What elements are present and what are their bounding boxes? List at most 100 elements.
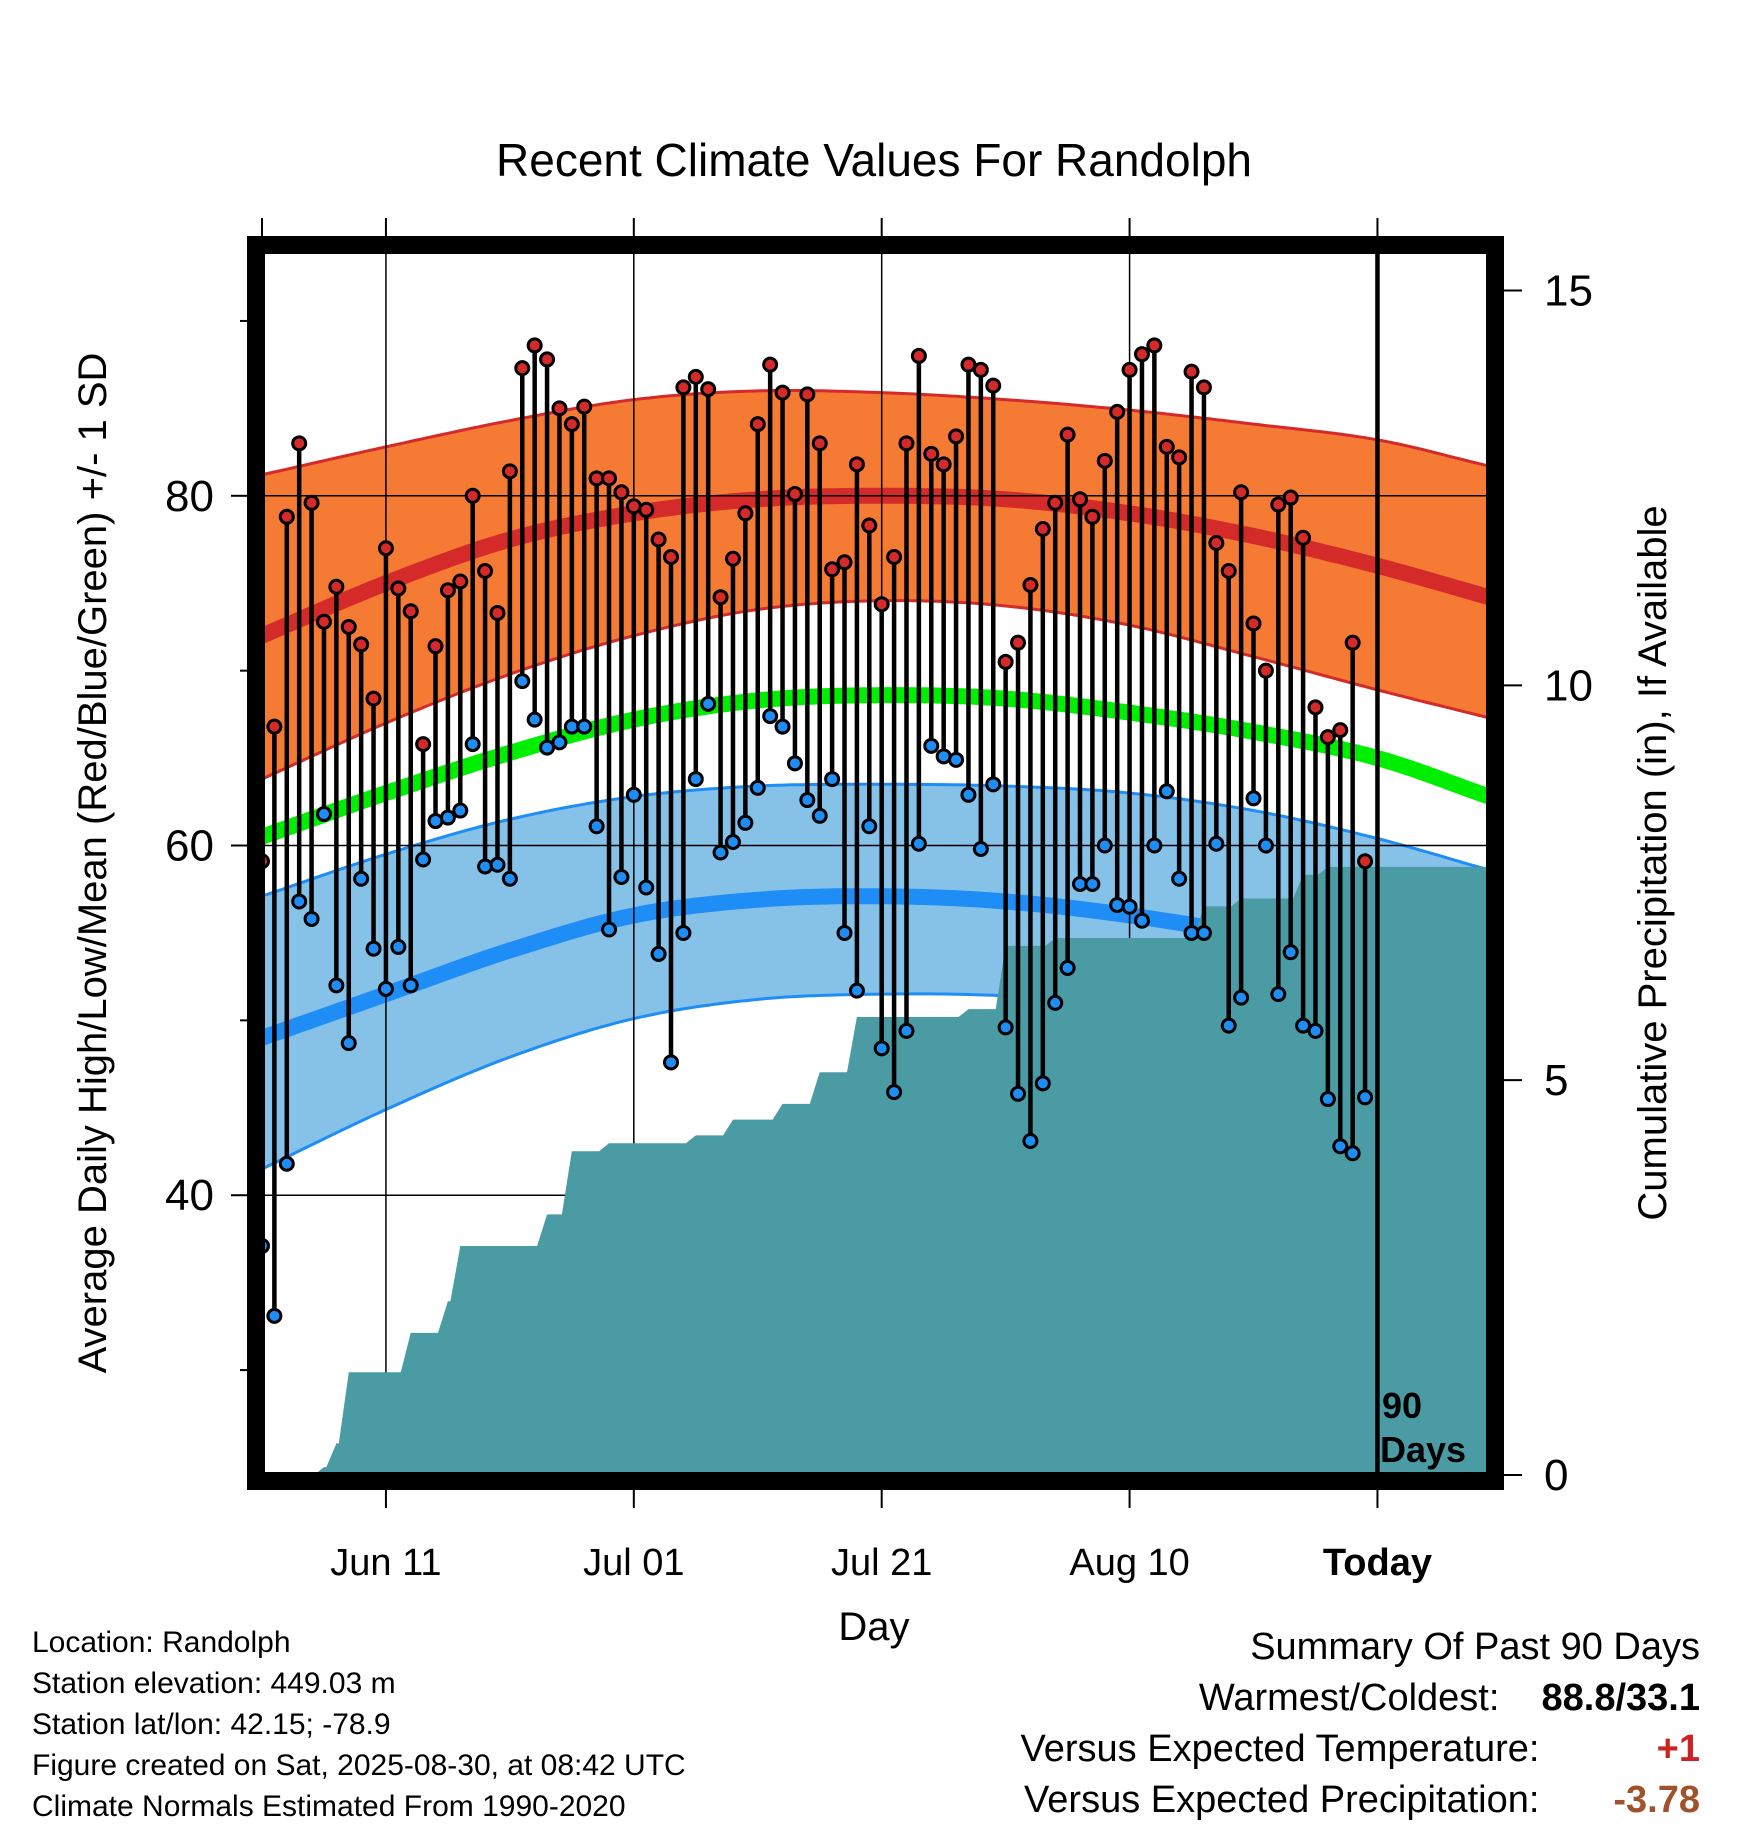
daily-low-point	[1208, 835, 1225, 852]
daily-low-point	[663, 1054, 679, 1071]
daily-low-point	[1059, 959, 1076, 976]
daily-high-point	[1295, 529, 1312, 546]
normals-text: Climate Normals Estimated From 1990-2020	[32, 1790, 626, 1823]
daily-low-point	[452, 802, 469, 819]
daily-high-point	[1010, 634, 1027, 651]
daily-low-point	[1010, 1085, 1027, 1102]
daily-high-point	[303, 494, 320, 511]
daily-low-point	[1344, 1145, 1361, 1162]
daily-high-point	[923, 445, 940, 462]
daily-high-point	[948, 428, 965, 445]
daily-high-point	[1220, 562, 1237, 579]
daily-low-point	[477, 858, 494, 875]
daily-low-point	[749, 779, 766, 796]
daily-high-point	[1195, 379, 1212, 396]
daily-high-point	[1096, 452, 1113, 469]
daily-high-point	[551, 400, 568, 417]
daily-high-point	[848, 456, 865, 473]
daily-low-point	[278, 1155, 295, 1172]
latlon-text: Station lat/lon: 42.15; -78.9	[32, 1708, 391, 1741]
daily-low-point	[377, 980, 394, 997]
daily-low-point	[291, 893, 308, 910]
daily-high-point	[601, 470, 618, 487]
y2-tick-label: 10	[1544, 661, 1593, 710]
plot-frame	[247, 236, 1504, 1490]
daily-high-point	[452, 573, 469, 590]
daily-high-point	[724, 550, 741, 567]
daily-high-point	[464, 487, 481, 504]
daily-high-point	[1307, 699, 1324, 716]
daily-low-point	[910, 835, 927, 852]
daily-range-stems	[262, 345, 1368, 1316]
daily-high-point	[663, 549, 679, 565]
y-axis-left: 40 60 80	[165, 319, 247, 1372]
daily-low-point	[1233, 989, 1250, 1006]
daily-high-point	[1245, 615, 1262, 632]
daily-low-point	[365, 940, 382, 957]
y2-tick-label: 5	[1544, 1056, 1568, 1105]
daily-high-point	[1270, 496, 1287, 513]
daily-low-point	[1109, 896, 1126, 913]
daily-low-point	[266, 1307, 283, 1324]
daily-low-point	[1357, 1089, 1374, 1106]
daily-low-point	[1084, 875, 1101, 892]
summary-heading: Summary Of Past 90 Days	[1250, 1626, 1700, 1668]
daily-low-point	[576, 718, 593, 735]
daily-high-point	[278, 508, 295, 525]
daily-high-point	[749, 416, 766, 433]
daily-high-point	[576, 398, 593, 415]
daily-high-point	[1171, 449, 1188, 466]
x-tick-label: Jul 01	[583, 1542, 684, 1584]
daily-high-point	[737, 505, 754, 522]
daily-low-point	[724, 834, 741, 851]
precipitation-area	[262, 866, 1489, 1475]
daily-low-point	[898, 1022, 915, 1039]
daily-low-point	[762, 708, 779, 725]
daily-low-point	[675, 924, 692, 941]
warm-cold-row: Warmest/Coldest: 88.8/33.1	[1021, 1673, 1700, 1724]
daily-low-point	[848, 982, 865, 999]
x-axis: Jun 11 Jul 01 Jul 21 Aug 10 Today	[261, 218, 1432, 1584]
daily-low-point	[786, 755, 803, 772]
station-info: Location: Randolph Station elevation: 44…	[32, 1622, 686, 1827]
daily-low-point	[340, 1035, 357, 1052]
daily-low-point	[948, 751, 965, 768]
daily-low-point	[514, 673, 531, 690]
daily-high-point	[1257, 662, 1274, 679]
daily-low-point	[886, 1084, 903, 1101]
daily-high-point	[402, 603, 419, 620]
daily-low-point	[551, 734, 568, 751]
daily-high-point	[675, 379, 692, 396]
daily-points	[254, 337, 1374, 1324]
daily-low-point	[811, 807, 828, 824]
y-axis-right: 0 5 10 15	[1504, 266, 1593, 1500]
daily-low-point	[861, 818, 878, 835]
daily-high-point	[514, 360, 531, 377]
daily-low-point	[1022, 1133, 1039, 1150]
y2-tick-label: 0	[1544, 1451, 1568, 1500]
daily-low-point	[1319, 1091, 1336, 1108]
daily-low-point	[439, 809, 456, 826]
daily-high-point	[1133, 346, 1150, 363]
daily-low-point	[625, 786, 642, 803]
daily-low-point	[1307, 1022, 1324, 1039]
daily-low-point	[1282, 944, 1299, 961]
daily-low-point	[1121, 898, 1138, 915]
daily-low-point	[650, 945, 667, 962]
daily-low-point	[613, 868, 630, 885]
high-sd-band-upper-edge	[262, 389, 1489, 477]
daily-high-point	[786, 486, 803, 503]
precip-anomaly-row: Versus Expected Precipitation: -3.78	[1021, 1775, 1700, 1826]
daily-low-point	[402, 977, 419, 994]
daily-high-point	[700, 381, 717, 398]
daily-low-point	[712, 844, 729, 861]
daily-low-point	[1332, 1138, 1349, 1155]
daily-high-point	[1059, 426, 1076, 443]
daily-high-point	[861, 517, 878, 534]
daily-high-point	[1282, 489, 1299, 506]
daily-high-point	[1332, 722, 1349, 739]
low-sd-band-upper-edge	[262, 782, 1489, 898]
daily-high-point	[377, 540, 394, 557]
daily-high-point	[811, 435, 828, 452]
